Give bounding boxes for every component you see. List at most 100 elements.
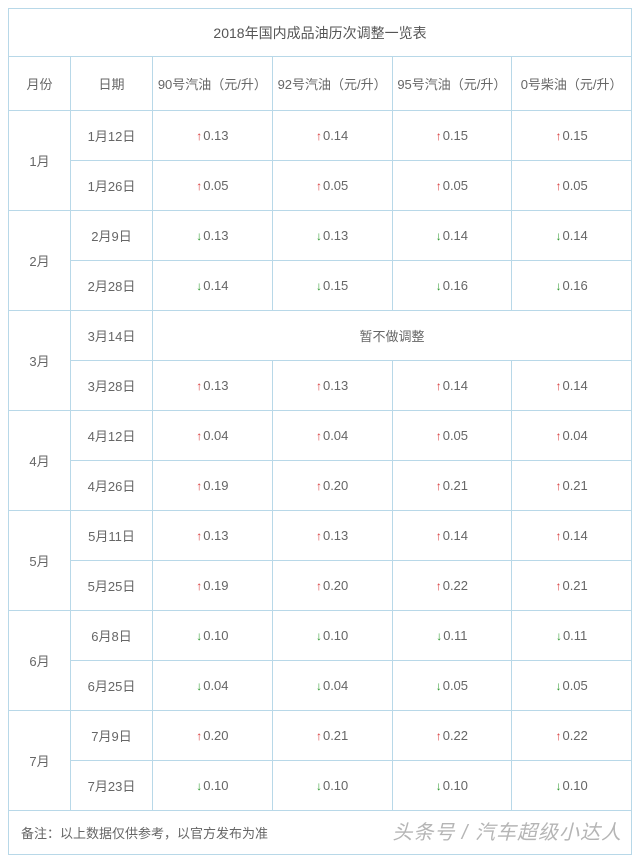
price-cell: ↑0.05 xyxy=(392,161,512,211)
price-value: 0.14 xyxy=(562,528,587,543)
price-value: 0.11 xyxy=(443,628,467,643)
price-value: 0.05 xyxy=(562,178,587,193)
price-value: 0.19 xyxy=(203,578,228,593)
table-row: 1月26日↑0.05↑0.05↑0.05↑0.05 xyxy=(9,161,632,211)
price-cell: ↑0.13 xyxy=(153,511,273,561)
header-g90: 90号汽油（元/升） xyxy=(153,57,273,111)
price-cell: ↓0.14 xyxy=(392,211,512,261)
price-value: 0.11 xyxy=(563,628,587,643)
price-cell: ↑0.13 xyxy=(153,111,273,161)
price-value: 0.14 xyxy=(562,228,587,243)
arrow-down-icon: ↓ xyxy=(436,229,443,243)
table-row: 4月4月12日↑0.04↑0.04↑0.05↑0.04 xyxy=(9,411,632,461)
price-value: 0.14 xyxy=(443,378,468,393)
price-value: 0.19 xyxy=(203,478,228,493)
arrow-down-icon: ↓ xyxy=(316,229,323,243)
arrow-up-icon: ↑ xyxy=(316,579,323,593)
table-row: 5月5月11日↑0.13↑0.13↑0.14↑0.14 xyxy=(9,511,632,561)
month-cell: 6月 xyxy=(9,611,71,711)
price-value: 0.22 xyxy=(562,728,587,743)
table-row: 6月25日↓0.04↓0.04↓0.05↓0.05 xyxy=(9,661,632,711)
header-g95: 95号汽油（元/升） xyxy=(392,57,512,111)
price-value: 0.13 xyxy=(203,528,228,543)
price-cell: ↑0.14 xyxy=(392,361,512,411)
price-value: 0.21 xyxy=(443,478,468,493)
price-cell: ↓0.15 xyxy=(272,261,392,311)
price-value: 0.22 xyxy=(443,578,468,593)
table-row: 1月1月12日↑0.13↑0.14↑0.15↑0.15 xyxy=(9,111,632,161)
price-cell: ↑0.21 xyxy=(272,711,392,761)
price-cell: ↑0.04 xyxy=(153,411,273,461)
price-value: 0.20 xyxy=(323,478,348,493)
price-cell: ↓0.05 xyxy=(512,661,632,711)
arrow-down-icon: ↓ xyxy=(556,629,563,643)
arrow-up-icon: ↑ xyxy=(316,479,323,493)
header-date: 日期 xyxy=(71,57,153,111)
price-value: 0.04 xyxy=(562,428,587,443)
price-cell: ↑0.04 xyxy=(512,411,632,461)
price-cell: ↓0.10 xyxy=(153,611,273,661)
price-value: 0.14 xyxy=(203,278,228,293)
arrow-up-icon: ↑ xyxy=(316,529,323,543)
price-value: 0.20 xyxy=(203,728,228,743)
month-cell: 3月 xyxy=(9,311,71,411)
price-value: 0.14 xyxy=(323,128,348,143)
price-cell: ↓0.10 xyxy=(272,761,392,811)
arrow-up-icon: ↑ xyxy=(436,379,443,393)
table-body: 1月1月12日↑0.13↑0.14↑0.15↑0.151月26日↑0.05↑0.… xyxy=(9,111,632,811)
price-value: 0.21 xyxy=(562,478,587,493)
price-value: 0.05 xyxy=(443,178,468,193)
price-cell: ↑0.20 xyxy=(272,561,392,611)
price-cell: ↓0.04 xyxy=(272,661,392,711)
price-value: 0.13 xyxy=(323,528,348,543)
arrow-down-icon: ↓ xyxy=(316,779,323,793)
price-value: 0.13 xyxy=(203,128,228,143)
price-value: 0.16 xyxy=(443,278,468,293)
month-cell: 2月 xyxy=(9,211,71,311)
table-title: 2018年国内成品油历次调整一览表 xyxy=(9,9,632,57)
price-cell: ↓0.04 xyxy=(153,661,273,711)
date-cell: 4月12日 xyxy=(71,411,153,461)
price-value: 0.15 xyxy=(562,128,587,143)
price-cell: ↑0.14 xyxy=(512,361,632,411)
price-value: 0.04 xyxy=(203,428,228,443)
arrow-up-icon: ↑ xyxy=(436,179,443,193)
price-cell: ↓0.11 xyxy=(512,611,632,661)
price-cell: ↓0.16 xyxy=(512,261,632,311)
arrow-up-icon: ↑ xyxy=(436,729,443,743)
price-cell: ↓0.13 xyxy=(272,211,392,261)
header-d0: 0号柴油（元/升） xyxy=(512,57,632,111)
price-value: 0.13 xyxy=(203,378,228,393)
price-value: 0.20 xyxy=(323,578,348,593)
price-value: 0.16 xyxy=(562,278,587,293)
date-cell: 7月23日 xyxy=(71,761,153,811)
price-cell: ↑0.14 xyxy=(512,511,632,561)
month-cell: 5月 xyxy=(9,511,71,611)
arrow-up-icon: ↑ xyxy=(316,379,323,393)
price-value: 0.10 xyxy=(323,778,348,793)
price-cell: ↑0.22 xyxy=(512,711,632,761)
price-cell: ↑0.21 xyxy=(392,461,512,511)
arrow-down-icon: ↓ xyxy=(316,629,323,643)
table-row: 4月26日↑0.19↑0.20↑0.21↑0.21 xyxy=(9,461,632,511)
price-cell: ↑0.05 xyxy=(392,411,512,461)
table-row: 5月25日↑0.19↑0.20↑0.22↑0.21 xyxy=(9,561,632,611)
arrow-up-icon: ↑ xyxy=(436,479,443,493)
price-cell: ↑0.15 xyxy=(512,111,632,161)
table-footer-row: 备注：以上数据仅供参考，以官方发布为准 xyxy=(9,811,632,855)
price-value: 0.13 xyxy=(203,228,228,243)
price-value: 0.05 xyxy=(203,178,228,193)
arrow-up-icon: ↑ xyxy=(436,429,443,443)
price-cell: ↓0.10 xyxy=(512,761,632,811)
oil-price-table: 2018年国内成品油历次调整一览表 月份 日期 90号汽油（元/升） 92号汽油… xyxy=(8,8,632,855)
date-cell: 3月28日 xyxy=(71,361,153,411)
price-cell: ↑0.04 xyxy=(272,411,392,461)
price-value: 0.10 xyxy=(203,778,228,793)
price-cell: ↑0.14 xyxy=(272,111,392,161)
arrow-up-icon: ↑ xyxy=(316,429,323,443)
price-cell: ↑0.22 xyxy=(392,711,512,761)
price-value: 0.14 xyxy=(562,378,587,393)
price-value: 0.13 xyxy=(323,378,348,393)
price-value: 0.10 xyxy=(323,628,348,643)
table-row: 7月7月9日↑0.20↑0.21↑0.22↑0.22 xyxy=(9,711,632,761)
